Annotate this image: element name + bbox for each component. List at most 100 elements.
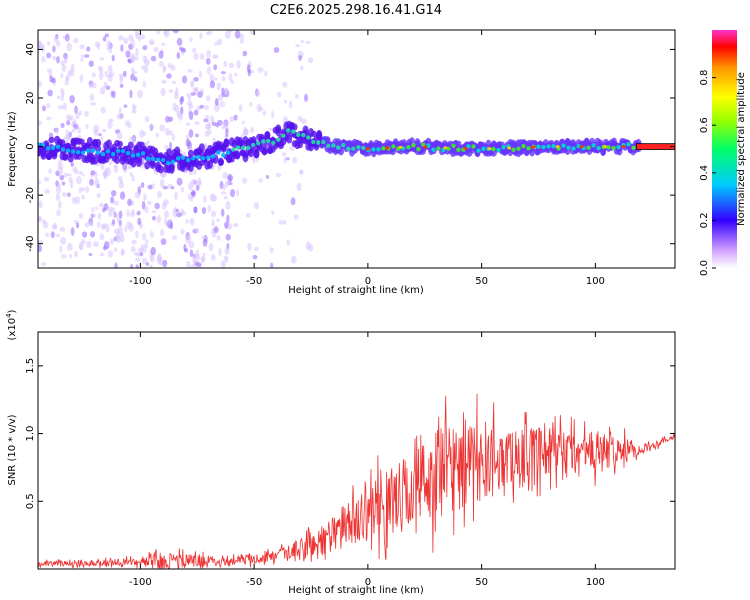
spectrogram-noise-cell xyxy=(229,115,234,123)
spectrogram-noise-cell xyxy=(202,238,208,247)
spectrogram-noise-cell xyxy=(81,173,85,177)
spectrogram-noise-cell xyxy=(134,192,141,199)
spectrogram-noise-cell xyxy=(225,200,231,210)
spectrogram-noise-cell xyxy=(45,232,50,238)
spectrogram-noise-cell xyxy=(90,231,96,238)
spectrogram-noise-cell xyxy=(255,90,261,97)
spectrogram-noise-cell xyxy=(236,60,241,69)
spectrogram-noise-cell xyxy=(164,30,170,38)
spectrogram-noise-cell xyxy=(211,218,215,227)
spectrogram-noise-cell xyxy=(238,104,243,112)
spectrogram-noise-cell xyxy=(283,156,287,164)
spectrogram-peak-cell xyxy=(451,143,456,148)
snr-y-tick-label: 0.5 xyxy=(25,493,36,509)
spectrogram-noise-cell xyxy=(110,196,115,204)
snr-ylabel: SNR (10 * v/v) xyxy=(7,414,18,485)
spectrogram-noise-cell xyxy=(104,33,109,38)
spectrogram-noise-cell xyxy=(132,71,138,75)
spectrogram-noise-cell xyxy=(69,94,75,104)
spectrogram-noise-cell xyxy=(98,203,104,208)
spectrogram-noise-cell xyxy=(290,255,297,264)
spectrogram-noise-cell xyxy=(195,262,202,267)
spectrogram-noise-cell xyxy=(258,107,264,111)
spectrogram-noise-cell xyxy=(209,115,215,123)
svg-text:(x104): (x104) xyxy=(5,309,18,340)
spectrogram-noise-cell xyxy=(221,87,225,96)
spectrogram-peak-cell xyxy=(376,147,381,152)
spectrogram-peak-cell xyxy=(526,146,531,151)
snr-x-tick-label: 50 xyxy=(475,577,488,588)
spectrogram-noise-cell xyxy=(81,231,88,238)
spectrogram-noise-cell xyxy=(42,105,46,112)
spectrogram-noise-cell xyxy=(148,124,155,129)
spectrogram-noise-cell xyxy=(186,101,193,106)
spectrogram-noise-cell xyxy=(119,75,123,84)
spectrogram-peak-cell xyxy=(456,147,461,152)
spectrogram-noise-cell xyxy=(207,204,212,213)
spectrogram-noise-cell xyxy=(38,200,43,209)
spectrogram-noise-cell xyxy=(80,54,85,59)
spectrogram-noise-cell xyxy=(89,178,94,186)
spectrogram-noise-cell xyxy=(164,144,169,151)
spectrogram-noise-cell xyxy=(145,262,150,266)
spectrogram-noise-cell xyxy=(108,73,113,82)
spectrogram-noise-cell xyxy=(144,206,149,214)
snr-multiplier-base: (x10 xyxy=(7,318,18,341)
spectrogram-noise-cell xyxy=(81,194,86,200)
spectrogram-noise-cell xyxy=(172,30,179,34)
spectrogram-noise-cell xyxy=(189,217,195,226)
spectrogram-peak-cell xyxy=(95,150,101,155)
spectrogram-noise-cell xyxy=(79,74,84,83)
spectrogram-noise-cell xyxy=(159,124,165,132)
spectrogram-y-tick-label: 0 xyxy=(25,143,36,149)
spectrogram-noise-cell xyxy=(71,128,76,133)
spectrogram-noise-cell xyxy=(213,64,218,71)
spectrogram-peak-cell xyxy=(60,147,66,152)
spectrogram-noise-cell xyxy=(55,233,61,238)
spectrogram-noise-cell xyxy=(186,261,191,268)
spectrogram-x-tick-label: 0 xyxy=(365,276,371,287)
spectrogram-noise-cell xyxy=(91,72,96,78)
spectrogram-noise-cell xyxy=(143,64,149,74)
spectrogram-noise-cell xyxy=(235,189,239,197)
spectrogram-peak-cell xyxy=(115,148,121,154)
spectrogram-noise-cell xyxy=(209,193,216,202)
spectrogram-noise-cell xyxy=(70,162,75,167)
spectrogram-peak-cell xyxy=(481,146,486,152)
spectrogram-noise-cell xyxy=(38,80,42,88)
spectrogram-noise-cell xyxy=(61,181,66,186)
spectrogram-noise-cell xyxy=(286,157,290,161)
snr-multiplier-exp: 4 xyxy=(5,313,13,318)
spectrogram-noise-cell xyxy=(73,170,79,175)
spectrogram-noise-cell xyxy=(96,192,101,199)
spectrogram-noise-cell xyxy=(202,252,206,256)
spectrogram-noise-cell xyxy=(80,57,84,62)
spectrogram-noise-cell xyxy=(136,210,141,216)
spectrogram-noise-cell xyxy=(239,33,245,41)
spectrogram-band-cell xyxy=(149,160,156,167)
spectrogram-noise-cell xyxy=(38,40,42,49)
spectrogram-noise-cell xyxy=(93,128,99,136)
spectrogram-noise-cell xyxy=(116,131,123,140)
spectrogram-noise-cell xyxy=(48,168,52,175)
spectrogram-band-cell xyxy=(95,138,102,148)
spectrogram-noise-cell xyxy=(171,133,175,142)
spectrogram-noise-cell xyxy=(176,37,183,46)
spectrogram-x-tick-label: -50 xyxy=(246,276,262,287)
spectrogram-noise-cell xyxy=(53,36,58,43)
spectrogram-noise-cell xyxy=(195,249,200,258)
snr-x-ticks: -100 -50 0 50 100 xyxy=(129,332,605,588)
spectrogram-noise-cell xyxy=(299,169,304,175)
spectrogram-noise-cell xyxy=(78,170,83,175)
spectrogram-band-cell xyxy=(275,126,282,137)
spectrogram-noise-cell xyxy=(216,218,220,223)
spectrogram-noise-cell xyxy=(109,238,114,245)
snr-x-tick-label: 100 xyxy=(586,577,605,588)
spectrogram-hot-cell xyxy=(507,146,512,150)
spectrogram-noise-cell xyxy=(192,47,197,53)
spectrogram-noise-cell xyxy=(194,121,200,125)
spectrogram-noise-cell xyxy=(180,228,185,235)
spectrogram-noise-cell xyxy=(223,255,229,261)
spectrogram-noise-cell xyxy=(185,234,192,244)
spectrogram-hot-cell xyxy=(443,146,448,150)
